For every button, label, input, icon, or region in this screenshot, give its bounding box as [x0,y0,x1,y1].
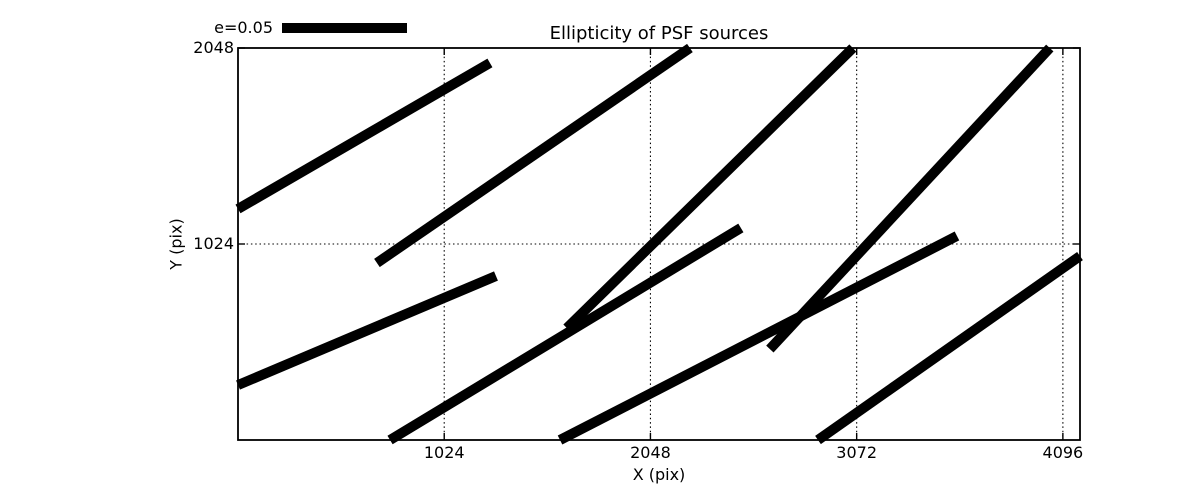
x-tick-label-3072: 3072 [836,443,878,462]
x-tick-label-4096: 4096 [1042,443,1084,462]
whisker-segment-1 [235,58,493,214]
whisker-segment-4 [766,44,1054,353]
legend-ellipticity-scale-bar [282,23,407,33]
whisker-segment-8 [815,251,1083,445]
x-tick-label-2048: 2048 [630,443,671,462]
whisker-segment-5 [236,271,498,390]
whisker-segment-2 [374,43,693,268]
x-tick-label-1024: 1024 [423,443,465,462]
chart-title: Ellipticity of PSF sources [549,23,769,44]
x-axis-label: X (pix) [632,465,686,484]
whisker-segment-3 [563,44,857,332]
whisker-segment-7 [557,231,960,445]
y-tick-label-2048: 2048 [193,38,234,57]
whisker-segment-6 [387,223,744,445]
y-tick-label-1024: 1024 [193,234,234,253]
legend-label: e=0.05 [214,18,273,37]
